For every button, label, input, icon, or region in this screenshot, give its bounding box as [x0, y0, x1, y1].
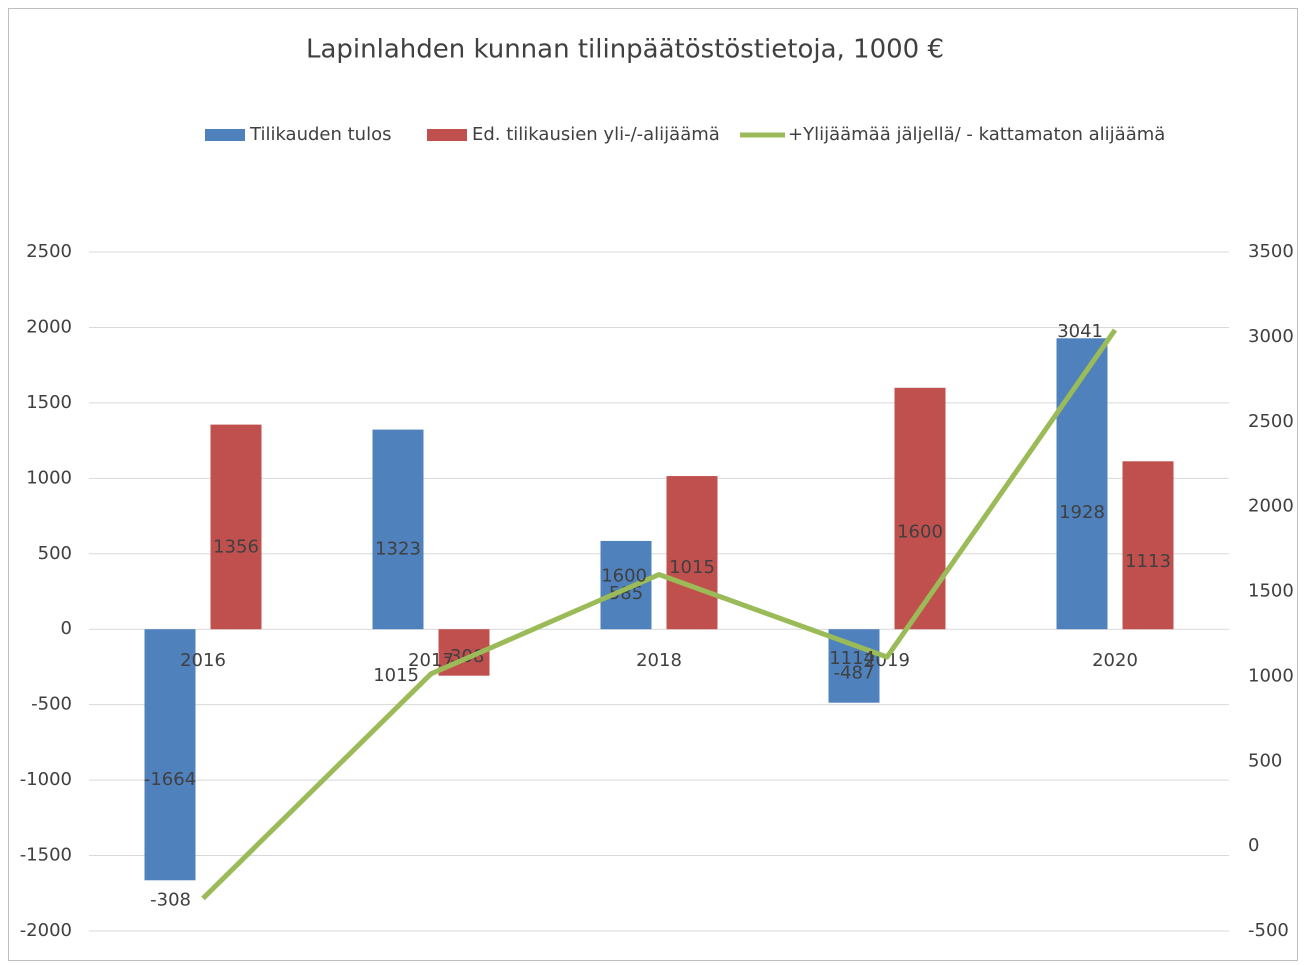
y2-tick-label: 1500 — [1248, 581, 1294, 602]
y2-tick-label: 500 — [1248, 750, 1282, 771]
chart-title: Lapinlahden kunnan tilinpäätöstöstietoja… — [306, 35, 944, 65]
bar — [1122, 461, 1174, 630]
data-label: 1600 — [897, 522, 943, 543]
y-tick-label: 2500 — [26, 241, 72, 262]
data-label: 1600 — [601, 566, 647, 587]
legend-label: +Ylijäämää jäljellä/ - kattamaton alijää… — [788, 124, 1165, 145]
data-label: 585 — [609, 583, 643, 604]
y-tick-label: 1500 — [26, 392, 72, 413]
data-label: 1356 — [213, 536, 259, 557]
x-tick-label: 2020 — [1092, 650, 1138, 671]
line-series — [201, 328, 1118, 901]
y2-tick-label: -500 — [1248, 920, 1289, 941]
bar — [210, 424, 262, 630]
data-label: 1015 — [373, 665, 419, 686]
y2-tick-label: 2500 — [1248, 411, 1294, 432]
data-label: 1928 — [1059, 502, 1105, 523]
bar — [600, 540, 652, 630]
bar — [894, 387, 946, 630]
data-label: 1114 — [829, 648, 875, 669]
bar — [1056, 338, 1108, 630]
x-tick-label: 2017 — [408, 650, 454, 671]
legend-swatch — [427, 129, 467, 141]
y-tick-label: 2000 — [26, 316, 72, 337]
y-tick-label: 0 — [61, 618, 72, 639]
y2-tick-label: 3500 — [1248, 241, 1294, 262]
legend-swatch — [205, 129, 245, 141]
bar — [372, 429, 424, 630]
y-tick-label: -1500 — [20, 845, 72, 866]
y-tick-label: -500 — [31, 694, 72, 715]
y-tick-label: 500 — [38, 543, 72, 564]
data-label: -487 — [834, 662, 875, 683]
y2-tick-label: 1000 — [1248, 665, 1294, 686]
bar — [144, 629, 196, 881]
data-label: -1664 — [144, 769, 196, 790]
y2-tick-label: 3000 — [1248, 326, 1294, 347]
legend-label: Ed. tilikausien yli-/-alijäämä — [472, 124, 720, 145]
y2-tick-label: 2000 — [1248, 496, 1294, 517]
legend-label: Tilikauden tulos — [249, 124, 391, 145]
data-label: 1015 — [669, 557, 715, 578]
data-label: -308 — [150, 889, 191, 910]
data-label: 1323 — [375, 538, 421, 559]
data-label: 3041 — [1057, 321, 1103, 342]
bar — [666, 476, 718, 630]
y-tick-label: -2000 — [20, 920, 72, 941]
x-tick-label: 2018 — [636, 650, 682, 671]
y2-tick-label: 0 — [1248, 835, 1259, 856]
y-tick-label: 1000 — [26, 467, 72, 488]
y-tick-label: -1000 — [20, 769, 72, 790]
data-label: 1113 — [1125, 551, 1171, 572]
x-tick-label: 2016 — [180, 650, 226, 671]
